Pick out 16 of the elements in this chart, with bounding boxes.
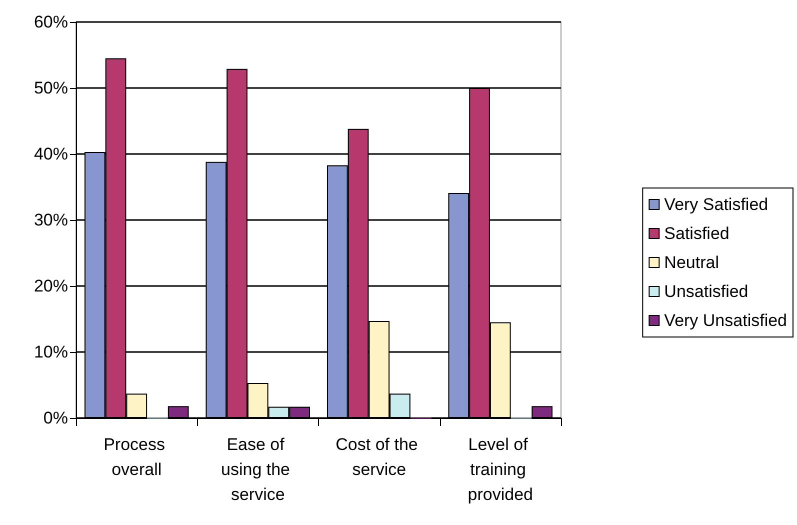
y-tick-label: 20% <box>34 276 68 296</box>
y-tick-label: 0% <box>43 408 68 428</box>
y-tick-label: 40% <box>34 144 68 164</box>
y-tick-label: 30% <box>34 210 68 230</box>
legend-label: Satisfied <box>664 224 730 243</box>
x-tick-label: Process overall <box>104 435 170 479</box>
legend-label: Neutral <box>664 253 719 272</box>
y-tick-label: 50% <box>34 78 68 98</box>
y-tick-label: 60% <box>34 12 68 32</box>
legend-label: Very Satisfied <box>664 195 768 214</box>
x-tick-label: Level of training provided <box>468 435 533 504</box>
x-tick-label: Ease of using the service <box>221 435 295 504</box>
y-tick-label: 10% <box>34 342 68 362</box>
legend-label: Very Unsatisfied <box>664 311 788 330</box>
x-tick-label: Cost of the service <box>336 435 423 479</box>
legend-label: Unsatisfied <box>664 282 748 301</box>
